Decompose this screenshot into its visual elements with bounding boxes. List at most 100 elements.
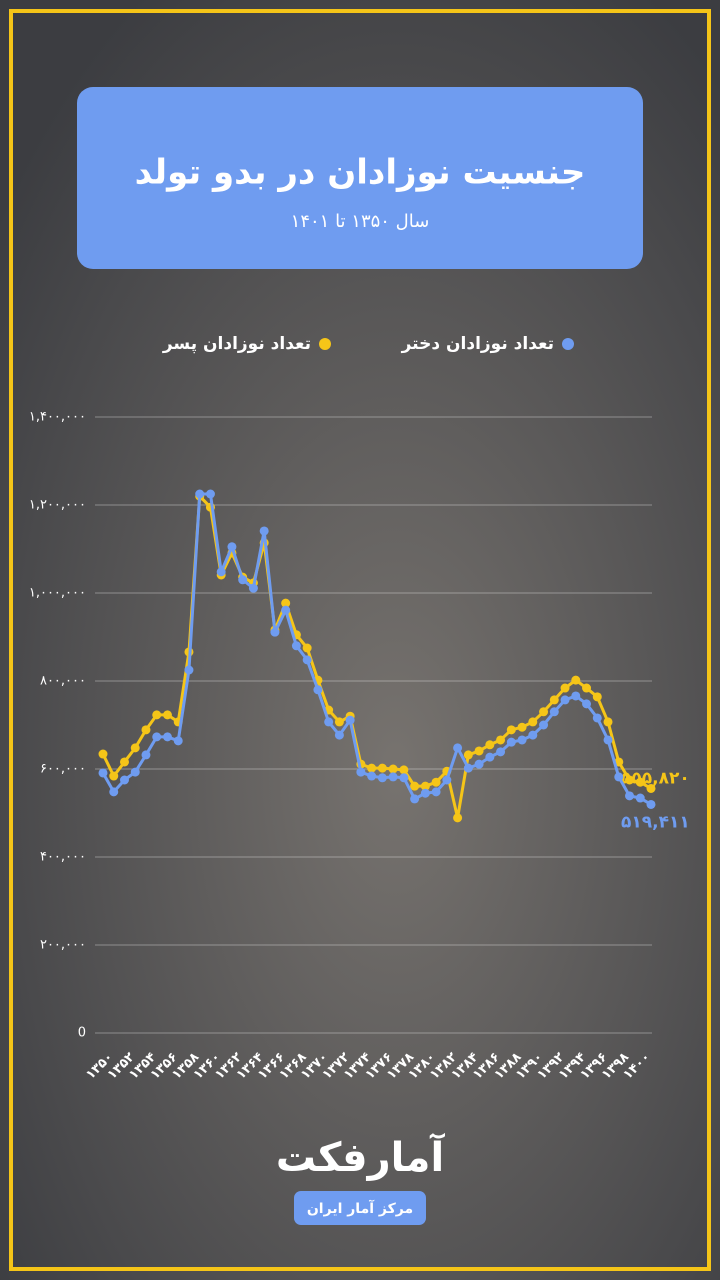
data-point	[324, 717, 334, 727]
data-point	[453, 813, 463, 823]
legend-label: تعداد نوزادان پسر	[162, 334, 311, 354]
data-point	[205, 489, 215, 499]
data-point	[248, 583, 258, 593]
data-point	[431, 777, 441, 787]
data-point	[453, 743, 463, 753]
y-tick-label: ۱,۲۰۰,۰۰۰	[29, 498, 86, 513]
data-point	[162, 732, 172, 742]
data-point	[496, 747, 506, 757]
data-point	[313, 685, 323, 695]
chart-title: جنسیت نوزادان در بدو تولد	[135, 153, 586, 193]
data-point	[410, 781, 420, 791]
y-tick-label: ۸۰۰,۰۰۰	[40, 674, 86, 689]
data-point	[141, 750, 151, 760]
data-label: ۵۵۵,۸۲۰	[621, 768, 690, 788]
data-point	[506, 737, 516, 747]
data-point	[431, 787, 441, 797]
y-tick-label: ۶۰۰,۰۰۰	[40, 762, 86, 777]
data-point	[646, 799, 656, 809]
data-point	[635, 793, 645, 803]
source-badge	[294, 1191, 426, 1225]
data-point	[259, 526, 269, 536]
data-point	[281, 598, 291, 608]
data-point	[388, 764, 398, 774]
data-point	[603, 717, 613, 727]
data-point	[463, 750, 473, 760]
data-point	[130, 743, 140, 753]
data-point	[130, 767, 140, 777]
data-point	[334, 730, 344, 740]
data-point	[367, 771, 377, 781]
data-point	[173, 736, 183, 746]
data-point	[302, 643, 312, 653]
data-point	[388, 772, 398, 782]
data-point	[614, 772, 624, 782]
data-point	[356, 767, 366, 777]
legend: تعداد نوزادان دختر تعداد نوزادان پسر	[162, 334, 574, 354]
title-box	[77, 87, 643, 269]
data-point	[98, 749, 108, 759]
data-point	[238, 575, 248, 585]
data-point	[302, 655, 312, 665]
data-point	[291, 641, 301, 651]
data-point	[334, 717, 344, 727]
data-point	[377, 763, 387, 773]
data-point	[517, 722, 527, 732]
data-point	[345, 715, 355, 725]
data-point	[474, 746, 484, 756]
data-point	[420, 788, 430, 798]
data-point	[496, 735, 506, 745]
data-point	[635, 777, 645, 787]
series-line	[101, 492, 652, 806]
data-point	[549, 707, 559, 717]
data-point	[281, 605, 291, 615]
data-point	[109, 771, 119, 781]
data-point	[528, 717, 538, 727]
data-point	[410, 794, 420, 804]
data-point	[152, 732, 162, 742]
plot: 0 ۲۰۰,۰۰۰ ۴۰۰,۰۰۰ ۶۰۰,۰۰۰ ۸۰۰,۰۰۰ ۱,۰۰۰,۰۰۰ ۱,…	[29, 410, 690, 1083]
data-point	[528, 730, 538, 740]
data-point	[571, 675, 581, 685]
data-point	[625, 791, 635, 801]
y-tick-label: ۱,۰۰۰,۰۰۰	[29, 586, 86, 601]
data-point	[560, 683, 570, 693]
data-point	[582, 699, 592, 709]
data-point	[485, 752, 495, 762]
y-tick-label: 0	[78, 1026, 86, 1041]
data-point	[603, 735, 613, 745]
data-point	[184, 665, 194, 675]
data-point	[506, 725, 516, 735]
data-point	[109, 787, 119, 797]
y-tick-label: ۱,۴۰۰,۰۰۰	[29, 410, 86, 425]
data-point	[420, 781, 430, 791]
data-point	[195, 489, 205, 499]
data-point	[216, 567, 226, 577]
chart-subtitle: سال ۱۳۵۰ تا ۱۴۰۱	[291, 211, 430, 232]
data-point	[646, 783, 656, 793]
data-point	[539, 707, 549, 717]
data-point	[442, 775, 452, 785]
data-point	[377, 773, 387, 783]
data-point	[119, 757, 129, 767]
source: مرکز آمار ایران	[307, 1199, 413, 1217]
y-tick-label: ۴۰۰,۰۰۰	[40, 850, 86, 865]
legend-label: تعداد نوزادان دختر	[401, 334, 554, 354]
data-point	[119, 775, 129, 785]
data-point	[227, 542, 237, 552]
logo: آمارفکت	[276, 1132, 446, 1181]
legend-marker	[319, 338, 331, 350]
data-point	[560, 695, 570, 705]
data-point	[399, 773, 409, 783]
data-point	[141, 725, 151, 735]
data-point	[485, 740, 495, 750]
data-point	[625, 775, 635, 785]
data-point	[399, 765, 409, 775]
data-point	[592, 713, 602, 723]
data-point	[517, 735, 527, 745]
legend-marker	[562, 338, 574, 350]
data-point	[152, 710, 162, 720]
data-point	[592, 692, 602, 702]
data-point	[463, 763, 473, 773]
